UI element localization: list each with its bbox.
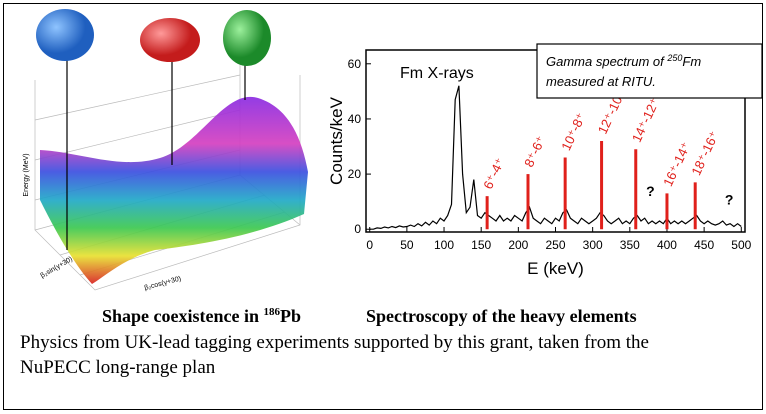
x-tick-label: 250 xyxy=(545,238,565,252)
annotation-box-line2: measured at RITU. xyxy=(546,74,656,89)
box-text: Gamma spectrum of xyxy=(546,54,667,69)
x-tick-label: 200 xyxy=(508,238,528,252)
annotation: ? xyxy=(725,191,734,207)
x-tick-label: 100 xyxy=(434,238,454,252)
x-axis-label: E (keV) xyxy=(527,259,584,278)
box-element: Fm xyxy=(682,54,701,69)
y-tick-label: 20 xyxy=(348,167,362,181)
box-superscript: 250 xyxy=(666,53,682,63)
y-tick-label: 60 xyxy=(348,57,362,71)
peak-label: 14⁺-12⁺ xyxy=(629,96,662,145)
x-tick-label: 350 xyxy=(620,238,640,252)
annotation: Fm X-rays xyxy=(400,65,474,82)
annotation-box-line1: Gamma spectrum of 250Fm xyxy=(546,53,701,69)
peak-label: 16⁺-14⁺ xyxy=(660,140,693,189)
surface-illustration: Energy (MeV) β₂sin(γ+30) β₂cos(γ+30) xyxy=(23,9,308,292)
y-axis-label: β₂cos(γ+30) xyxy=(144,275,182,292)
x-tick-label: 150 xyxy=(471,238,491,252)
peak-label: 10⁺-8⁺ xyxy=(558,110,588,152)
y-axis-label: Counts/keV xyxy=(327,96,346,185)
y-tick-label: 0 xyxy=(354,222,361,236)
figure-frame xyxy=(3,3,763,410)
left-caption: Shape coexistence in 186Pb xyxy=(102,306,301,327)
peak-label: 6⁺-4⁺ xyxy=(480,156,507,192)
spectrum-line xyxy=(369,85,742,230)
peak-label: 18⁺-16⁺ xyxy=(688,129,721,178)
z-axis-label: Energy (MeV) xyxy=(23,153,30,196)
x-tick-label: 450 xyxy=(694,238,714,252)
x-tick-label: 400 xyxy=(657,238,677,252)
x-axis-label: β₂sin(γ+30) xyxy=(40,256,74,280)
right-caption: Spectroscopy of the heavy elements xyxy=(366,306,637,326)
x-tick-label: 0 xyxy=(366,238,373,252)
x-tick-label: 50 xyxy=(400,238,414,252)
x-tick-label: 500 xyxy=(731,238,751,252)
body-text: Physics from UK-lead tagging experiments… xyxy=(20,332,649,378)
y-tick-label: 40 xyxy=(348,112,362,126)
caption-element: Pb xyxy=(280,306,302,326)
caption-text: Shape coexistence in xyxy=(102,306,264,326)
spectrum-chart: 0 50 100 150 200 250 300 350 400 450 500 0 20 40 60 E (… xyxy=(327,43,763,278)
peak-label: 8⁺-6⁺ xyxy=(521,134,548,170)
x-tick-label: 300 xyxy=(583,238,603,252)
annotation: ? xyxy=(646,183,655,199)
caption-superscript: 186 xyxy=(263,306,281,318)
annotation-box xyxy=(536,43,763,99)
